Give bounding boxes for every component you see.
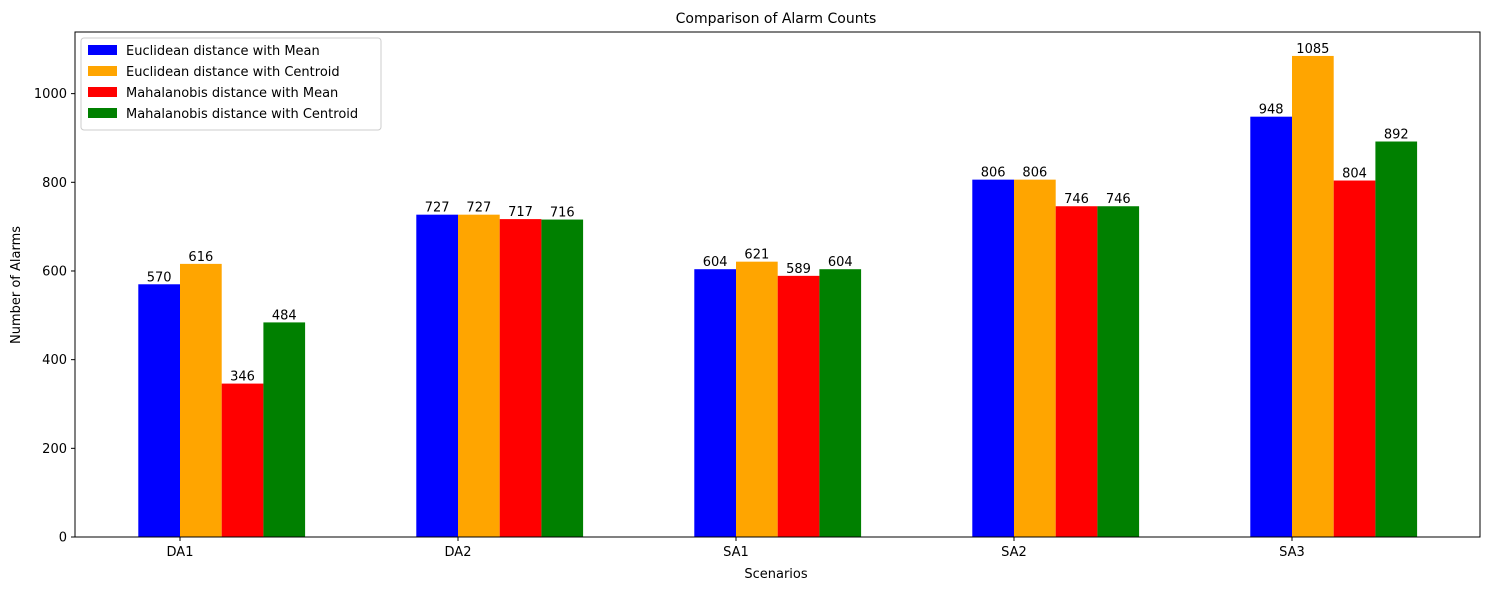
bar-value-label: 806 <box>1022 166 1047 181</box>
bar <box>499 219 542 537</box>
legend-box <box>80 37 382 131</box>
bar-value-label: 604 <box>703 255 728 270</box>
bar-value-label: 604 <box>828 255 853 270</box>
bar <box>694 269 736 537</box>
bar <box>1292 55 1334 537</box>
bar-value-label: 746 <box>1106 192 1131 207</box>
bar <box>1014 179 1056 537</box>
bar-value-label: 1085 <box>1296 42 1329 57</box>
legend-label: Euclidean distance with Mean <box>126 44 320 59</box>
x-tick-label: DA1 <box>167 545 194 560</box>
bar-value-label: 717 <box>508 205 533 220</box>
x-axis-label: Scenarios <box>744 567 808 582</box>
bar <box>263 322 306 537</box>
bar <box>1250 116 1292 538</box>
legend-swatch <box>88 87 117 97</box>
bar <box>777 275 820 537</box>
plot-area: 570 727 604 806 948 616 727 621 806 1085 346 717 589… <box>34 31 1481 560</box>
y-tick-label: 1000 <box>34 87 67 102</box>
bar-value-label: 570 <box>147 270 172 285</box>
legend-swatch <box>88 108 117 118</box>
bar <box>736 261 778 537</box>
x-tick-label: DA2 <box>445 545 472 560</box>
bar <box>180 263 222 537</box>
legend-swatch <box>88 66 117 76</box>
bar <box>221 383 264 537</box>
bar-value-label: 616 <box>188 250 213 265</box>
x-tick-label: SA3 <box>1279 545 1305 560</box>
bar <box>541 219 584 538</box>
bar <box>972 179 1014 537</box>
bar-value-label: 804 <box>1342 167 1367 182</box>
bar <box>1055 206 1098 538</box>
bar-value-label: 589 <box>786 262 811 277</box>
bar-value-label: 727 <box>466 201 491 216</box>
legend-swatch <box>88 45 117 55</box>
bar <box>1333 180 1376 537</box>
y-tick-label: 0 <box>59 531 67 546</box>
bar <box>819 269 862 537</box>
bar-value-label: 948 <box>1259 103 1284 118</box>
x-tick-label: SA1 <box>723 545 749 560</box>
bar-value-label: 727 <box>425 201 450 216</box>
y-tick-label: 800 <box>42 176 67 191</box>
legend: Euclidean distance with Mean Euclidean di… <box>80 37 382 131</box>
bar-value-label: 746 <box>1064 192 1089 207</box>
chart-title: Comparison of Alarm Counts <box>676 11 877 27</box>
y-tick-label: 200 <box>42 442 67 457</box>
legend-label: Euclidean distance with Centroid <box>126 65 340 80</box>
bar-value-label: 346 <box>230 370 255 385</box>
plot-frame <box>74 31 1481 538</box>
y-tick-label: 400 <box>42 353 67 368</box>
bar-value-label: 892 <box>1384 128 1409 143</box>
bar-value-label: 484 <box>272 308 297 323</box>
x-tick-label: SA2 <box>1001 545 1027 560</box>
legend-label: Mahalanobis distance with Centroid <box>126 107 358 122</box>
legend-label: Mahalanobis distance with Mean <box>126 86 338 101</box>
bar-value-label: 806 <box>981 166 1006 181</box>
bar <box>138 284 180 537</box>
bar <box>458 214 500 538</box>
y-axis-label: Number of Alarms <box>9 226 24 344</box>
bar <box>1375 141 1418 537</box>
bar-value-label: 621 <box>744 248 769 263</box>
bar <box>416 214 458 538</box>
y-tick-label: 600 <box>42 264 67 279</box>
bar <box>1097 206 1140 538</box>
bar-value-label: 716 <box>550 206 575 221</box>
